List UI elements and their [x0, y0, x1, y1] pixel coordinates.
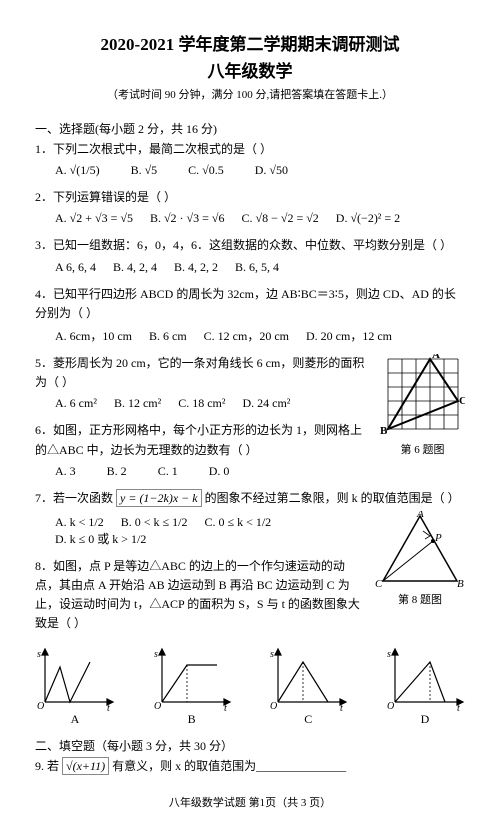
q6-opt-b: B. 2 [107, 464, 127, 479]
exam-note: （考试时间 90 分钟，满分 100 分,请把答案填在答题卡上.） [35, 86, 465, 102]
q5-opt-b: B. 12 cm² [114, 396, 161, 411]
q9-text: 9. 若 √(x+11) 有意义，则 x 的取值范围为_____________… [35, 757, 465, 776]
q7-text: 7．若一次函数 y = (1−2k)x − k 的图象不经过第二象限，则 k 的… [35, 489, 465, 508]
q3-opt-b: B. 4, 2, 4 [113, 260, 157, 275]
q4-opt-b: B. 6 cm [149, 329, 187, 344]
q6-opt-d: D. 0 [209, 464, 230, 479]
triangle-icon: A P C B [375, 511, 465, 589]
q5-options: A. 6 cm² B. 12 cm² C. 18 cm² D. 24 cm² [55, 396, 372, 411]
svg-text:s: s [37, 649, 41, 660]
q4-options: A. 6cm，10 cm B. 6 cm C. 12 cm，20 cm D. 2… [55, 327, 465, 344]
q3-text: 3．已知一组数据：6，0，4，6．这组数据的众数、中位数、平均数分别是（ ） [35, 236, 465, 255]
q2-opt-a: A. √2 + √3 = √5 [55, 211, 133, 226]
svg-text:t: t [457, 703, 460, 712]
graph-d-label: D [385, 712, 465, 727]
q1-options: A. √(1/5) B. √5 C. √0.5 D. √50 [55, 163, 465, 178]
graph-b: s t O B [152, 647, 232, 727]
graph-c: s t O C [268, 647, 348, 727]
q9-text2: 有意义，则 x 的取值范围为_______________ [112, 759, 346, 773]
q7-text2: 的图象不经过第二象限，则 k 的取值范围是（ ） [205, 491, 460, 505]
q3-opt-a: A 6, 6, 4 [55, 260, 96, 275]
svg-text:s: s [387, 649, 391, 660]
svg-text:C: C [459, 395, 465, 407]
graph-d: s t O D [385, 647, 465, 727]
q7-options: A. k < 1/2 B. 0 < k ≤ 1/2 C. 0 ≤ k < 1/2… [55, 515, 367, 547]
graph-c-label: C [268, 712, 348, 727]
q9-text1: 9. 若 [35, 759, 62, 773]
svg-text:P: P [434, 532, 442, 544]
q1-opt-a: A. √(1/5) [55, 163, 100, 178]
section2-heading: 二、填空题（每小题 3 分，共 30 分） [35, 737, 465, 754]
q4-text: 4．已知平行四边形 ABCD 的周长为 32cm，边 AB∶BC＝3∶5，则边 … [35, 285, 465, 323]
q2-opt-b: B. √2 · √3 = √6 [150, 211, 225, 226]
q7-formula: y = (1−2k)x − k [116, 489, 202, 507]
graph-a-label: A [35, 712, 115, 727]
q5-opt-d: D. 24 cm² [242, 396, 290, 411]
q6-figure: A B C 第 6 题图 [380, 354, 465, 457]
q3-opt-d: B. 6, 5, 4 [235, 260, 279, 275]
q8-figlabel: 第 8 题图 [375, 591, 465, 607]
svg-text:C: C [375, 578, 383, 589]
svg-text:B: B [457, 578, 464, 589]
svg-text:t: t [107, 703, 110, 712]
svg-text:t: t [340, 703, 343, 712]
q1-opt-b: B. √5 [131, 163, 158, 178]
q5-opt-a: A. 6 cm² [55, 396, 97, 411]
grid-triangle-icon: A B C [380, 354, 465, 439]
q3-opt-c: B. 4, 2, 2 [174, 260, 218, 275]
q8-graphs: s t O A s t O B s t O C s t O D [35, 647, 465, 727]
svg-text:A: A [432, 354, 440, 361]
q5-text: 5．菱形周长为 20 cm，它的一条对角线长 6 cm，则菱形的面积为（ ） [35, 354, 372, 392]
q4-opt-d: D. 20 cm，12 cm [306, 327, 392, 344]
svg-text:O: O [37, 701, 44, 712]
svg-text:s: s [154, 649, 158, 660]
page-footer: 八年级数学试题 第1页（共 3 页） [35, 794, 465, 810]
page-title: 2020-2021 学年度第二学期期末调研测试 [35, 30, 465, 55]
svg-text:O: O [270, 701, 277, 712]
page-subtitle: 八年级数学 [35, 57, 465, 82]
graph-a: s t O A [35, 647, 115, 727]
q7-text1: 7．若一次函数 [35, 491, 116, 505]
q2-opt-d: D. √(−2)² = 2 [336, 211, 400, 226]
q6-figlabel: 第 6 题图 [380, 441, 465, 457]
svg-text:t: t [224, 703, 227, 712]
q4-opt-a: A. 6cm，10 cm [55, 327, 132, 344]
q8-figure: A P C B 第 8 题图 [375, 511, 465, 607]
q1-opt-c: C. √0.5 [188, 163, 224, 178]
q8-text: 8．如图，点 P 是等边△ABC 的边上的一个作匀速运动的动点，其由点 A 开始… [35, 557, 367, 634]
q1-opt-d: D. √50 [255, 163, 288, 178]
q7-opt-a: A. k < 1/2 [55, 515, 104, 530]
q5-opt-c: C. 18 cm² [178, 396, 225, 411]
section1-heading: 一、选择题(每小题 2 分，共 16 分) [35, 120, 465, 137]
q2-text: 2．下列运算错误的是（ ） [35, 188, 465, 207]
q1-text: 1．下列二次根式中，最简二次根式的是（ ） [35, 140, 465, 159]
graph-b-label: B [152, 712, 232, 727]
svg-text:A: A [416, 511, 424, 520]
q2-options: A. √2 + √3 = √5 B. √2 · √3 = √6 C. √8 − … [55, 211, 465, 226]
q7-opt-c: C. 0 ≤ k < 1/2 [204, 515, 271, 530]
q7-opt-b: B. 0 < k ≤ 1/2 [121, 515, 188, 530]
q4-opt-c: C. 12 cm，20 cm [204, 327, 289, 344]
svg-text:O: O [387, 701, 394, 712]
q2-opt-c: C. √8 − √2 = √2 [242, 211, 319, 226]
svg-text:B: B [380, 425, 388, 437]
svg-text:s: s [270, 649, 274, 660]
q6-text: 6．如图，正方形网格中，每个小正方形的边长为 1，则网格上的△ABC 中，边长为… [35, 421, 372, 459]
q6-opt-a: A. 3 [55, 464, 76, 479]
q6-options: A. 3 B. 2 C. 1 D. 0 [55, 464, 372, 479]
q9-formula: √(x+11) [62, 757, 109, 775]
q7-opt-d: D. k ≤ 0 或 k > 1/2 [55, 530, 146, 547]
q3-options: A 6, 6, 4 B. 4, 2, 4 B. 4, 2, 2 B. 6, 5,… [55, 260, 465, 275]
q6-opt-c: C. 1 [158, 464, 178, 479]
svg-text:O: O [154, 701, 161, 712]
